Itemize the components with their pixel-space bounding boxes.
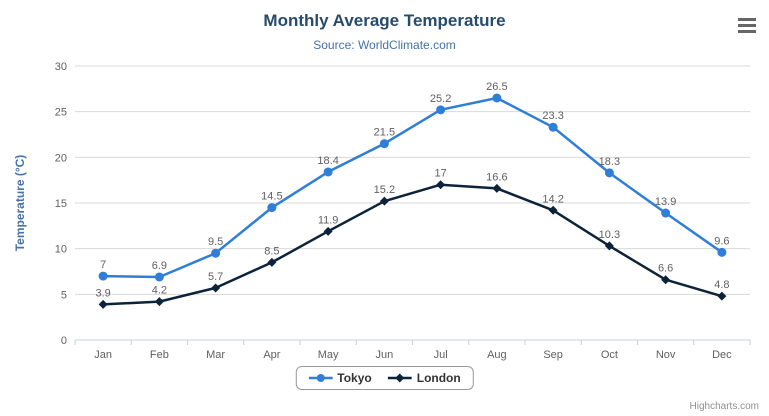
data-label: 18.3 — [599, 156, 620, 168]
y-axis-label: 10 — [55, 244, 67, 256]
data-label: 9.6 — [714, 235, 729, 247]
export-menu-button[interactable] — [738, 18, 756, 33]
chart-title: Monthly Average Temperature — [263, 11, 506, 30]
data-label: 21.5 — [374, 127, 395, 139]
x-axis-label: May — [318, 349, 339, 361]
tokyo-point[interactable] — [154, 272, 164, 282]
hamburger-menu-icon — [738, 30, 756, 33]
london-point[interactable] — [661, 275, 671, 285]
tokyo-point[interactable] — [717, 247, 727, 257]
y-axis-label: 15 — [55, 198, 67, 210]
data-label: 3.9 — [95, 287, 110, 299]
london-point[interactable] — [379, 196, 389, 206]
data-label: 16.6 — [486, 171, 507, 183]
tokyo-series-marker-icon — [308, 374, 333, 382]
data-label: 4.2 — [152, 285, 167, 297]
london-series-marker-icon — [387, 373, 412, 383]
legend-item-tokyo[interactable]: Tokyo — [308, 371, 372, 385]
london-point[interactable] — [323, 226, 333, 236]
data-label: 8.5 — [264, 245, 279, 257]
data-label: 4.8 — [714, 279, 729, 291]
london-series-line — [101, 183, 724, 306]
london-point[interactable] — [98, 299, 108, 309]
chart-subtitle: Source: WorldClimate.com — [313, 38, 456, 52]
tokyo-point[interactable] — [548, 122, 558, 132]
tokyo-point[interactable] — [267, 203, 277, 213]
y-axis-label: 20 — [55, 152, 67, 164]
y-axis-label: 5 — [61, 289, 67, 301]
london-point[interactable] — [436, 180, 446, 190]
tokyo-point[interactable] — [436, 105, 446, 115]
x-axis-label: Aug — [487, 349, 507, 361]
data-label: 18.4 — [317, 155, 338, 167]
tokyo-point[interactable] — [604, 168, 614, 178]
x-axis-label: Mar — [206, 349, 225, 361]
data-label: 10.3 — [599, 229, 620, 241]
tokyo-point[interactable] — [98, 271, 108, 281]
london-point[interactable] — [548, 205, 558, 215]
data-label: 14.2 — [542, 193, 563, 205]
x-axis-label: Jul — [434, 349, 448, 361]
x-axis-label: Oct — [601, 349, 618, 361]
x-axis-label: Apr — [263, 349, 280, 361]
legend-label-london: London — [416, 371, 461, 385]
data-label: 9.5 — [208, 236, 223, 248]
data-label: 26.5 — [486, 81, 507, 93]
tokyo-point[interactable] — [492, 93, 502, 103]
x-axis-label: Jun — [376, 349, 394, 361]
data-label: 6.6 — [658, 263, 673, 275]
x-axis-label: Feb — [150, 349, 169, 361]
x-axis-label: Dec — [712, 349, 732, 361]
tokyo-point[interactable] — [661, 208, 671, 218]
tokyo-point[interactable] — [323, 167, 333, 177]
legend-item-london[interactable]: London — [387, 371, 461, 385]
london-point[interactable] — [267, 257, 277, 267]
data-label: 5.7 — [208, 271, 223, 283]
data-label: 7 — [100, 259, 106, 271]
hamburger-menu-icon — [738, 24, 756, 27]
y-axis-label: 30 — [55, 61, 67, 73]
london-point[interactable] — [492, 183, 502, 193]
y-axis-title: Temperature (°C) — [13, 155, 27, 252]
hamburger-menu-icon — [738, 18, 756, 21]
x-axis-label: Sep — [543, 349, 563, 361]
x-axis-label: Nov — [656, 349, 676, 361]
london-point[interactable] — [154, 297, 164, 307]
data-label: 6.9 — [152, 260, 167, 272]
tokyo-point[interactable] — [379, 139, 389, 149]
london-point[interactable] — [717, 291, 727, 301]
tokyo-point[interactable] — [211, 248, 221, 258]
data-label: 14.5 — [261, 191, 282, 203]
data-label: 17 — [435, 168, 447, 180]
x-axis-label: Jan — [94, 349, 112, 361]
data-label: 11.9 — [318, 214, 339, 226]
y-axis-label: 25 — [55, 107, 67, 119]
legend: Tokyo London — [295, 366, 474, 390]
credits-link[interactable]: Highcharts.com — [689, 401, 759, 412]
london-point[interactable] — [211, 283, 221, 293]
data-label: 25.2 — [430, 93, 451, 105]
data-label: 13.9 — [655, 196, 676, 208]
legend-label-tokyo: Tokyo — [337, 371, 372, 385]
y-axis-label: 0 — [61, 335, 67, 347]
data-label: 15.2 — [374, 184, 395, 196]
data-label: 23.3 — [542, 110, 563, 122]
london-point[interactable] — [604, 241, 614, 251]
tokyo-series-line — [101, 96, 724, 279]
